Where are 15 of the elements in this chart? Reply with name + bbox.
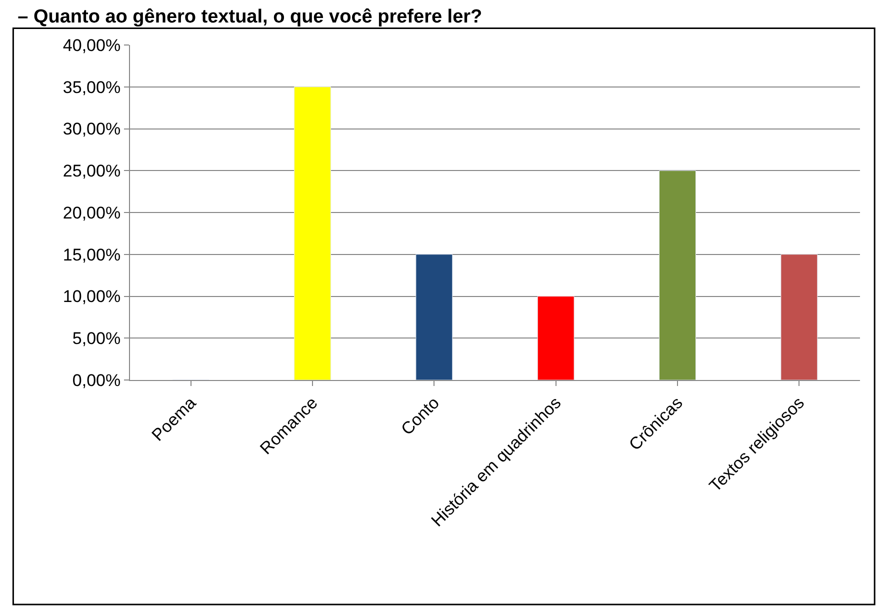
y-tick-label: 35,00% <box>62 78 121 97</box>
chart-title: – Quanto ao gênero textual, o que você prefere ler? <box>18 6 482 28</box>
y-tick-label: 20,00% <box>62 203 121 222</box>
y-tick-label: 10,00% <box>62 287 121 306</box>
bar <box>416 254 453 380</box>
bar <box>659 170 696 380</box>
bar <box>294 86 331 380</box>
y-tick-label: 5,00% <box>72 329 121 348</box>
bar <box>537 296 574 380</box>
y-tick-label: 0,00% <box>72 370 121 390</box>
bar <box>780 254 818 380</box>
y-tick-label: 40,00% <box>62 36 121 55</box>
y-tick-label: 15,00% <box>62 245 121 264</box>
y-tick-label: 25,00% <box>62 162 121 181</box>
y-tick-label: 30,00% <box>62 120 121 139</box>
